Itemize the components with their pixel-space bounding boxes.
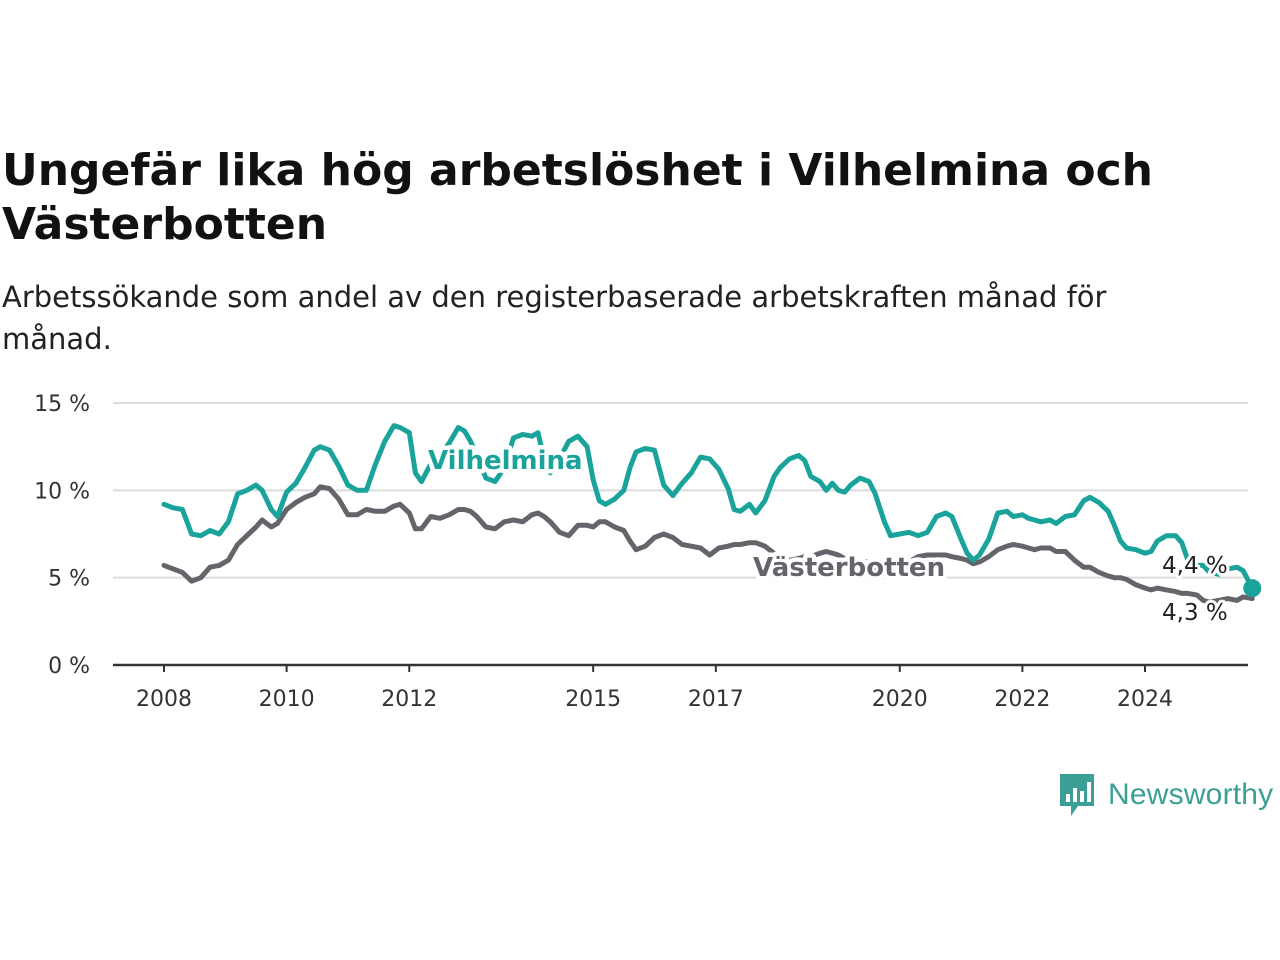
brand-logo: Newsworthy [1058,772,1273,818]
end-label-vasterbotten: 4,3 % [1162,600,1228,626]
x-axis-ticks: 2008 2010 2012 2015 2017 2020 2022 2024 [136,665,1173,712]
x-tick-label: 2017 [688,687,744,712]
y-tick-label: 15 % [34,392,90,417]
line-chart: 0 %5 %10 %15 % 2008 2010 2012 2015 2017 2020 2… [34,392,1262,712]
series-line-vasterbotten [161,484,1255,605]
series-label-vasterbotten: Västerbotten [753,553,945,583]
end-label-vilhelmina: 4,4 % [1162,553,1228,579]
chart-title: Ungefär lika hög arbetslöshet i Vilhelmi… [2,145,1154,250]
chart-subtitle: Arbetssökande som andel av den registerb… [2,280,1107,356]
series-lines [161,423,1255,605]
x-tick-label: 2020 [872,687,928,712]
x-tick-label: 2012 [381,687,437,712]
newsworthy-logo-icon [1060,774,1094,816]
series-line-vilhelmina [161,423,1255,591]
x-tick-label: 2024 [1117,687,1173,712]
y-tick-label: 5 % [48,567,90,592]
brand-name: Newsworthy [1108,778,1274,811]
series-label-vilhelmina: Vilhelmina [428,446,583,476]
series-labels: Vilhelmina Västerbotten 4,4 % 4,3 % [424,442,1262,629]
x-tick-label: 2010 [259,687,315,712]
x-tick-label: 2008 [136,687,192,712]
grid-lines [113,402,1248,667]
x-tick-label: 2022 [994,687,1050,712]
y-tick-label: 10 % [34,479,90,504]
x-tick-label: 2015 [565,687,621,712]
y-axis-ticks: 0 % 5 % 10 % 15 % [34,392,90,679]
end-point-vilhelmina [1243,579,1262,598]
y-tick-label: 0 % [48,654,90,679]
